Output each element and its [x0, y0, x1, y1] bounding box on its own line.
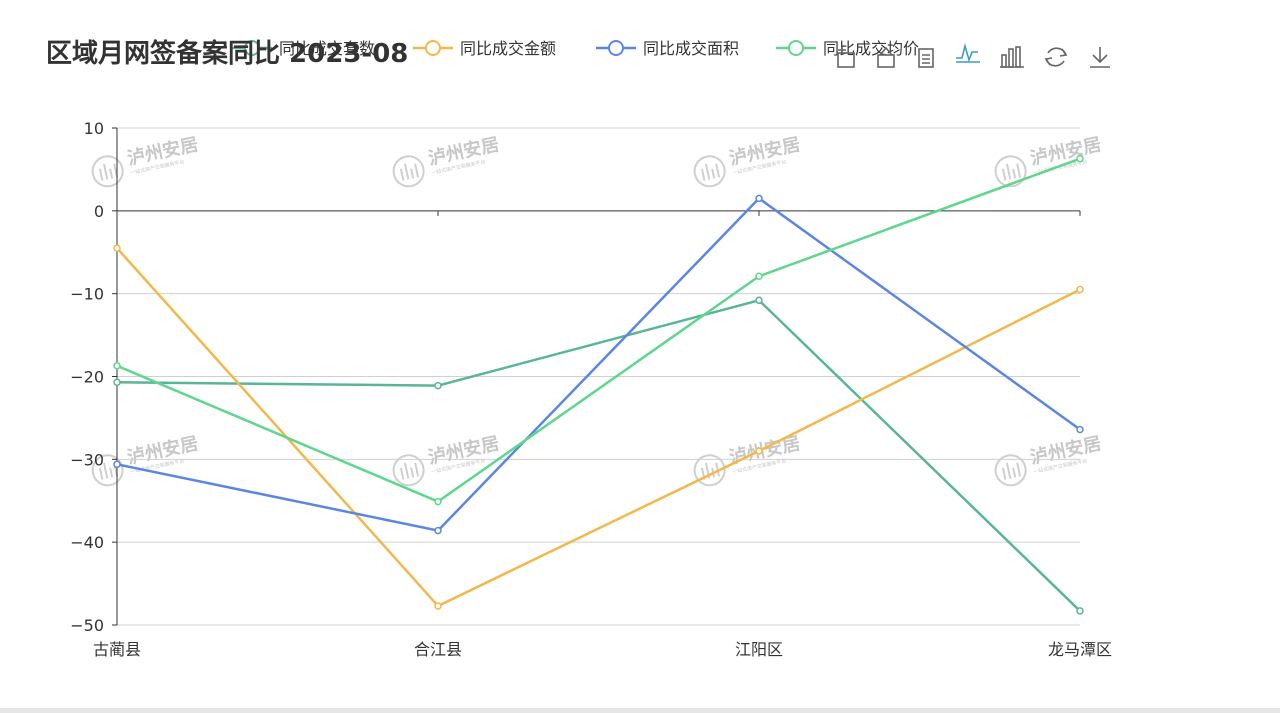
watermark-logo-icon	[91, 454, 124, 487]
watermark-bars-icon	[700, 462, 721, 480]
grid-lines	[117, 127, 1080, 626]
data-point[interactable]	[434, 381, 442, 390]
watermark-bars-icon	[1001, 462, 1022, 480]
legend-item[interactable]: 同比成交套数	[232, 39, 375, 58]
data-point[interactable]	[113, 361, 121, 370]
series-line	[116, 197, 1081, 532]
zoom-in-icon[interactable]	[837, 47, 855, 68]
data-point[interactable]	[1076, 154, 1084, 163]
legend-label: 同比成交金额	[460, 39, 556, 58]
zoom-in-plus	[838, 47, 846, 53]
watermark-logo-icon	[994, 155, 1027, 188]
watermark-logo-icon	[693, 155, 726, 188]
x-tick-label: 合江县	[414, 640, 462, 659]
toolbox[interactable]	[837, 42, 1110, 68]
zoom-back-icon[interactable]	[877, 46, 895, 68]
data-point[interactable]	[113, 244, 121, 252]
legend-marker	[788, 40, 804, 56]
watermark-bars-icon	[1001, 163, 1022, 181]
data-point[interactable]	[1076, 285, 1084, 294]
legend-label: 同比成交面积	[643, 39, 739, 58]
data-point[interactable]	[755, 272, 763, 281]
zoom-in-shape	[837, 52, 855, 68]
watermark-bars-icon	[399, 163, 420, 181]
y-tick-label: 10	[84, 119, 104, 138]
data-view-icon[interactable]	[918, 48, 934, 68]
legend-item[interactable]: 同比成交均价	[776, 39, 919, 58]
watermark-bars-icon	[399, 462, 420, 480]
line-chart-shape	[956, 42, 978, 63]
download-icon[interactable]	[1090, 47, 1110, 68]
zoom-back-shape	[877, 54, 895, 68]
bar-2	[1008, 48, 1014, 68]
watermark-logo-icon	[392, 155, 425, 188]
download-shape	[1090, 47, 1110, 68]
data-point[interactable]	[434, 526, 442, 535]
watermark-bars-icon	[98, 462, 119, 480]
bar-chart-icon[interactable]	[1000, 46, 1024, 68]
watermark-bars-icon	[700, 163, 721, 181]
data-point[interactable]	[1076, 425, 1084, 434]
series-line	[116, 299, 1081, 612]
legend-label: 同比成交套数	[279, 39, 375, 58]
data-point[interactable]	[1076, 607, 1084, 615]
y-tick-label: −40	[70, 533, 104, 552]
y-tick-label: −30	[70, 450, 104, 469]
legend-marker	[244, 40, 260, 56]
x-tick-label: 古蔺县	[93, 640, 141, 659]
watermark-bars-icon	[98, 163, 119, 181]
watermark-logo-icon	[91, 155, 124, 188]
series-line	[116, 247, 1081, 608]
legend-item[interactable]: 同比成交面积	[596, 39, 739, 58]
legend-item[interactable]: 同比成交金额	[413, 39, 556, 58]
data-view-lines	[922, 54, 930, 64]
series-line	[116, 157, 1081, 503]
data-point[interactable]	[755, 194, 763, 203]
y-tick-label: −20	[70, 368, 104, 387]
zoom-back-arrow	[879, 46, 893, 56]
restore-icon[interactable]	[1044, 47, 1068, 67]
watermark-logo-icon	[392, 454, 425, 487]
data-point[interactable]	[755, 447, 763, 455]
bottom-divider	[0, 708, 1280, 713]
x-tick-label: 江阳区	[735, 640, 783, 659]
line-chart-icon[interactable]	[956, 42, 980, 63]
bar-1	[1001, 54, 1007, 68]
y-tick-label: −50	[70, 616, 104, 635]
data-view-shape	[918, 48, 934, 68]
restore-shape	[1044, 47, 1068, 67]
legend-marker	[608, 40, 624, 56]
y-tick-label: 0	[94, 202, 104, 221]
x-tick-label: 龙马潭区	[1048, 640, 1112, 659]
bar-3	[1015, 46, 1021, 68]
chart-title: 区域月网签备案同比 2023-08	[46, 38, 408, 69]
y-tick-label: −10	[70, 285, 104, 304]
data-point[interactable]	[113, 378, 121, 387]
watermark-logo-icon	[994, 454, 1027, 487]
data-point[interactable]	[755, 296, 763, 305]
data-point[interactable]	[434, 497, 442, 506]
series-layer	[113, 154, 1084, 615]
data-point[interactable]	[434, 602, 442, 610]
legend-marker	[425, 40, 441, 56]
data-point[interactable]	[113, 460, 121, 469]
axes: 10 0 −10 −20 −30 −40 −50 古蔺县 合江县 江阳区 龙马潭区	[70, 119, 1112, 659]
